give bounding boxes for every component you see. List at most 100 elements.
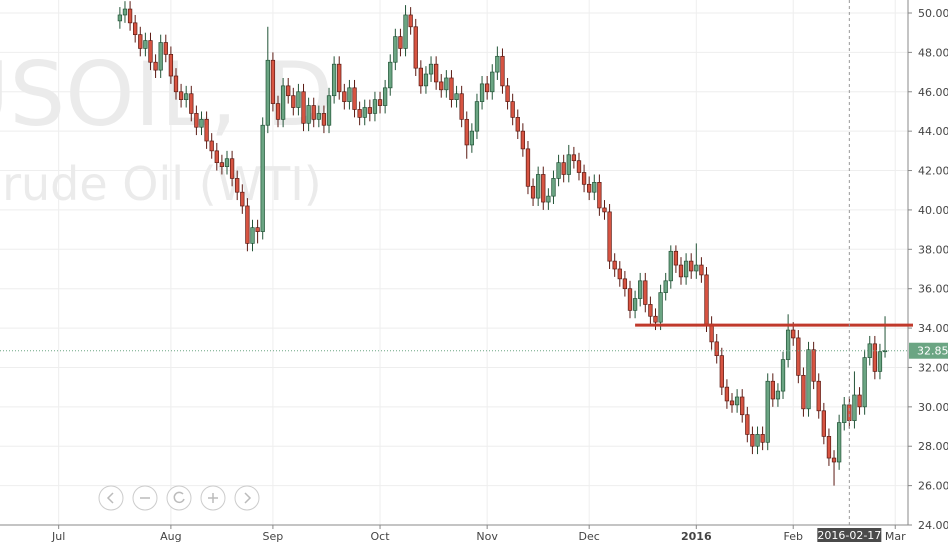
- candle-body: [867, 343, 872, 358]
- candle-body: [209, 140, 214, 152]
- candle-body: [418, 67, 423, 87]
- candle-body: [362, 107, 367, 118]
- candle-body: [551, 178, 556, 197]
- x-tick-label: Mar: [885, 530, 906, 542]
- navigation-icons: [106, 491, 252, 504]
- candle-body: [265, 59, 270, 126]
- candle-body: [566, 154, 571, 175]
- y-tick-label: 48.00: [918, 46, 948, 59]
- y-tick-label: 50.00: [918, 7, 948, 20]
- candle-body: [592, 182, 597, 193]
- scroll-right-button[interactable]: [234, 485, 260, 511]
- candle-body: [240, 191, 245, 207]
- candle-body: [694, 264, 699, 272]
- y-tick-label: 32.00: [918, 361, 948, 374]
- candle-body: [291, 95, 296, 108]
- candle-body: [709, 323, 714, 343]
- plot: [117, 1, 888, 486]
- candle-body: [388, 61, 393, 89]
- candle-body: [449, 77, 454, 100]
- candle-body: [852, 394, 857, 421]
- candle-body: [158, 42, 163, 71]
- candle-body: [428, 63, 434, 75]
- candle-body: [184, 93, 189, 100]
- candle-body: [689, 260, 694, 272]
- candle-body: [714, 341, 719, 356]
- y-tick-label: 34.00: [918, 322, 948, 335]
- candle-body: [347, 87, 352, 102]
- y-tick-label: 38.00: [918, 243, 948, 256]
- candle-body: [842, 404, 847, 423]
- y-tick-label: 46.00: [918, 86, 948, 99]
- candle-body: [796, 337, 801, 376]
- candle-body: [612, 260, 617, 270]
- candle-body: [464, 118, 469, 146]
- candle-body: [408, 14, 413, 28]
- candle-body: [204, 118, 209, 142]
- navigation: [98, 485, 260, 511]
- last-price-label: 32.85: [917, 345, 948, 358]
- scroll-left-button[interactable]: [98, 485, 124, 511]
- candle-body: [617, 268, 622, 280]
- candle-body: [331, 63, 337, 97]
- candle-body: [515, 117, 520, 132]
- y-tick-label: 36.00: [918, 283, 948, 296]
- reset-button[interactable]: [166, 485, 192, 511]
- candle-body: [245, 205, 250, 244]
- candle-body: [663, 280, 668, 293]
- candle-body: [801, 374, 806, 410]
- y-tick-label: 30.00: [918, 401, 948, 414]
- candle-body: [785, 329, 791, 360]
- candle-body: [301, 91, 306, 124]
- candle-body: [199, 118, 204, 128]
- candle-body: [224, 158, 230, 167]
- candle-body: [173, 75, 179, 93]
- candle-body: [668, 250, 673, 282]
- candle-body: [765, 380, 770, 443]
- candle-body: [490, 71, 495, 93]
- y-tick-label: 44.00: [918, 125, 948, 138]
- candle-body: [872, 343, 877, 372]
- candle-body: [653, 315, 658, 323]
- axes: 24.00 26.00 28.00 30.00 32.00 34.00 36.00 38.00…: [51, 7, 948, 542]
- candle-body: [775, 390, 781, 400]
- candle-body: [597, 182, 602, 209]
- candle-body: [367, 107, 372, 114]
- x-tick-label: Dec: [579, 530, 600, 542]
- candle-body: [678, 264, 684, 278]
- candle-body: [530, 185, 536, 199]
- watermark-symbol: USOIL, D: [0, 43, 333, 146]
- candle-body: [163, 42, 168, 55]
- y-tick-label: 26.00: [918, 480, 948, 493]
- candle-body: [311, 105, 316, 120]
- candle-body: [439, 81, 444, 91]
- candle-body: [811, 349, 816, 382]
- candle-body: [433, 63, 439, 83]
- x-tick-label: Nov: [476, 530, 498, 542]
- candle-body: [377, 99, 383, 106]
- background: [0, 0, 908, 526]
- candle-body: [729, 400, 735, 406]
- candle-body: [536, 174, 541, 199]
- candle-body: [505, 85, 510, 102]
- candle-body: [474, 101, 480, 132]
- candle-body: [321, 113, 327, 126]
- candle-body: [275, 103, 281, 120]
- candle-body: [750, 434, 755, 447]
- candle-body: [587, 183, 592, 193]
- watermark-description: Crude Oil (WTI): [0, 157, 322, 211]
- candle-body: [816, 380, 821, 412]
- candle-body: [168, 54, 174, 77]
- candle-body: [791, 329, 796, 339]
- candle-body: [459, 93, 464, 120]
- candle-body: [831, 457, 837, 463]
- candle-body: [250, 227, 255, 244]
- candle-body: [581, 172, 587, 185]
- candle-body: [178, 91, 184, 100]
- candle-body: [229, 158, 235, 179]
- candle-body: [260, 124, 265, 232]
- candle-body: [724, 386, 730, 402]
- candle-body: [638, 280, 643, 299]
- candle-body: [770, 380, 775, 400]
- candle-body: [127, 8, 133, 24]
